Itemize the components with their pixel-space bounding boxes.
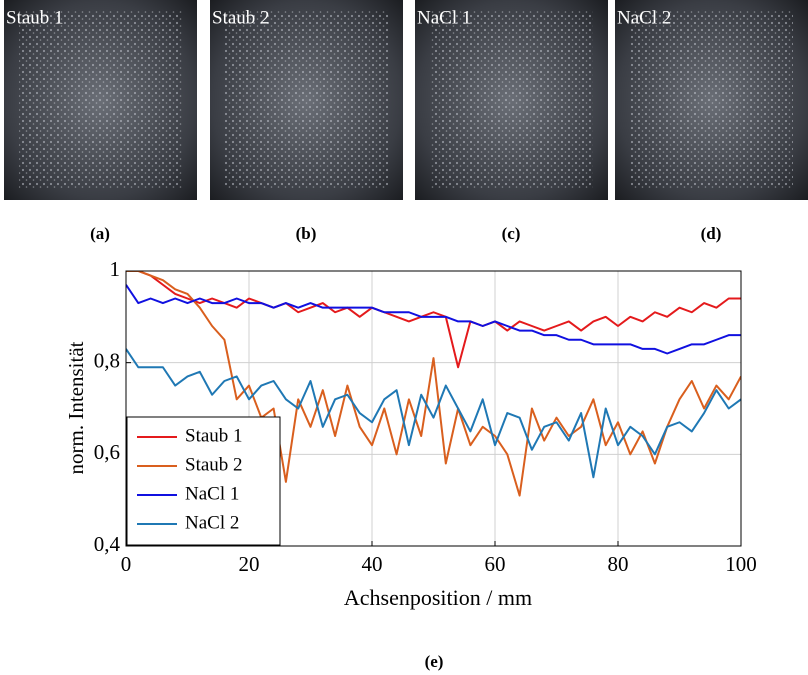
photo-texture [430,10,593,188]
subfigure-caption: (a) [90,224,110,243]
photo-texture [19,10,182,188]
x-tick-label: 20 [239,552,260,576]
axes-frame [125,270,742,547]
subfigure-caption: (b) [296,224,317,243]
subfigure-caption: (d) [701,224,722,243]
x-tick-label: 100 [725,552,757,576]
photo-label: NaCl 1 [417,7,471,28]
x-tick-label: 80 [608,552,629,576]
legend-label: NaCl 1 [185,483,239,504]
photo-label: NaCl 2 [617,7,671,28]
x-tick-label: 0 [121,552,132,576]
photo-texture [225,10,388,188]
data-line [126,284,741,355]
data-line [126,348,741,479]
y-tick-label: 0,4 [94,532,121,556]
photo-label: Staub 1 [6,7,64,28]
x-tick-label: 60 [485,552,506,576]
photo-label: Staub 2 [212,7,270,28]
photo-texture [630,10,793,188]
legend-label: Staub 1 [185,425,243,446]
y-axis-label: norm. Intensität [64,341,88,474]
x-tick-label: 40 [362,552,383,576]
legend-label: NaCl 2 [185,512,239,533]
x-axis-label: Achsenposition / mm [344,585,532,610]
y-tick-label: 1 [110,257,121,281]
y-tick-label: 0,6 [94,440,120,464]
data-line [126,271,741,497]
legend-label: Staub 2 [185,454,243,475]
caption: (e) [425,652,444,671]
subfigure-caption: (c) [502,224,521,243]
y-tick-label: 0,8 [94,348,120,372]
data-line [126,271,741,369]
